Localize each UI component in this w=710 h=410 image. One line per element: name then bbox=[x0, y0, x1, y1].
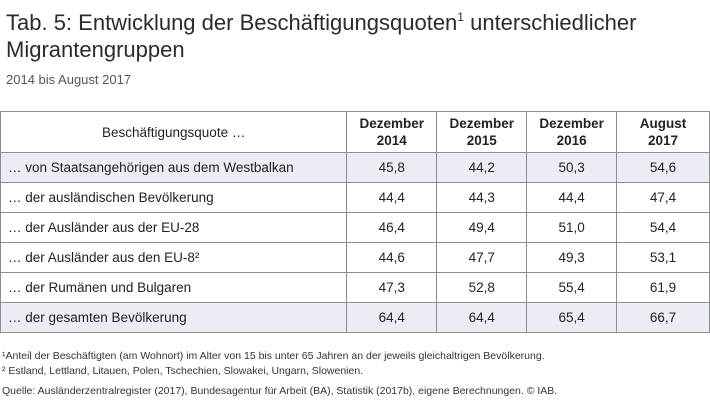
row-label: … der gesamten Bevölkerung bbox=[0, 302, 348, 333]
column-header-line2: 2017 bbox=[648, 133, 679, 148]
cell-value: 66,7 bbox=[616, 302, 710, 333]
cell-value: 44,6 bbox=[346, 242, 438, 273]
column-header: Dezember 2015 bbox=[436, 111, 528, 153]
cell-value: 47,7 bbox=[436, 242, 528, 273]
cell-value: 46,4 bbox=[346, 212, 438, 243]
cell-value: 49,3 bbox=[526, 242, 618, 273]
column-header: Dezember 2014 bbox=[346, 111, 438, 153]
cell-value: 47,3 bbox=[346, 272, 438, 303]
title-text: Tab. 5: Entwicklung der Beschäftigungsqu… bbox=[6, 10, 458, 35]
column-header: August 2017 bbox=[616, 111, 710, 153]
source-note: Quelle: Ausländerzentralregister (2017),… bbox=[2, 385, 558, 397]
cell-value: 45,8 bbox=[346, 152, 438, 183]
footnotes: ¹Anteil der Beschäftigten (am Wohnort) i… bbox=[2, 349, 707, 399]
table-row: … der Rumänen und Bulgaren 47,3 52,8 55,… bbox=[0, 272, 710, 303]
column-header-line2: 2014 bbox=[376, 133, 407, 148]
row-label: … der Ausländer aus den EU-8² bbox=[0, 242, 348, 273]
table-row: … der gesamten Bevölkerung 64,4 64,4 65,… bbox=[0, 302, 710, 333]
cell-value: 54,4 bbox=[616, 212, 710, 243]
row-label: … der ausländischen Bevölkerung bbox=[0, 182, 348, 213]
row-label: … von Staatsangehörigen aus dem Westbalk… bbox=[0, 152, 348, 183]
table-subtitle: 2014 bis August 2017 bbox=[6, 72, 132, 87]
cell-value: 64,4 bbox=[436, 302, 528, 333]
title-text-rest: unterschiedlicher Migrantengruppen bbox=[6, 10, 637, 62]
cell-value: 44,3 bbox=[436, 182, 528, 213]
cell-value: 64,4 bbox=[346, 302, 438, 333]
cell-value: 61,9 bbox=[616, 272, 710, 303]
cell-value: 49,4 bbox=[436, 212, 528, 243]
column-header-line1: Dezember bbox=[359, 116, 425, 131]
column-header-line2: 2015 bbox=[466, 133, 497, 148]
footnote-2: ² Estland, Lettland, Litauen, Polen, Tsc… bbox=[2, 365, 364, 377]
cell-value: 55,4 bbox=[526, 272, 618, 303]
cell-value: 53,1 bbox=[616, 242, 710, 273]
footnote-1: ¹Anteil der Beschäftigten (am Wohnort) i… bbox=[2, 350, 545, 362]
column-header-line1: Dezember bbox=[539, 116, 604, 131]
row-label: … der Ausländer aus der EU-28 bbox=[0, 212, 348, 243]
table-row: … der Ausländer aus der EU-28 46,4 49,4 … bbox=[0, 212, 710, 243]
column-header: Dezember 2016 bbox=[526, 111, 618, 153]
title-footnote-marker: 1 bbox=[457, 10, 464, 24]
employment-rate-table: Beschäftigungsquote … Dezember 2014 Dezem… bbox=[0, 111, 710, 333]
cell-value: 44,4 bbox=[526, 182, 618, 213]
cell-value: 51,0 bbox=[526, 212, 618, 243]
table-row: … von Staatsangehörigen aus dem Westbalk… bbox=[0, 152, 710, 183]
column-header-line1: Dezember bbox=[449, 116, 514, 131]
column-header-line2: 2016 bbox=[556, 133, 587, 148]
table-header-row: Beschäftigungsquote … Dezember 2014 Dezem… bbox=[0, 111, 710, 153]
table-row: … der ausländischen Bevölkerung 44,4 44,… bbox=[0, 182, 710, 213]
cell-value: 65,4 bbox=[526, 302, 618, 333]
column-header-line1: August bbox=[639, 116, 687, 131]
table-title: Tab. 5: Entwicklung der Beschäftigungsqu… bbox=[6, 9, 706, 63]
cell-value: 50,3 bbox=[526, 152, 618, 183]
cell-value: 47,4 bbox=[616, 182, 710, 213]
cell-value: 44,4 bbox=[346, 182, 438, 213]
column-header-label: Beschäftigungsquote … bbox=[0, 111, 348, 153]
cell-value: 54,6 bbox=[616, 152, 710, 183]
cell-value: 52,8 bbox=[436, 272, 528, 303]
table-row: … der Ausländer aus den EU-8² 44,6 47,7 … bbox=[0, 242, 710, 273]
cell-value: 44,2 bbox=[436, 152, 528, 183]
row-label: … der Rumänen und Bulgaren bbox=[0, 272, 348, 303]
